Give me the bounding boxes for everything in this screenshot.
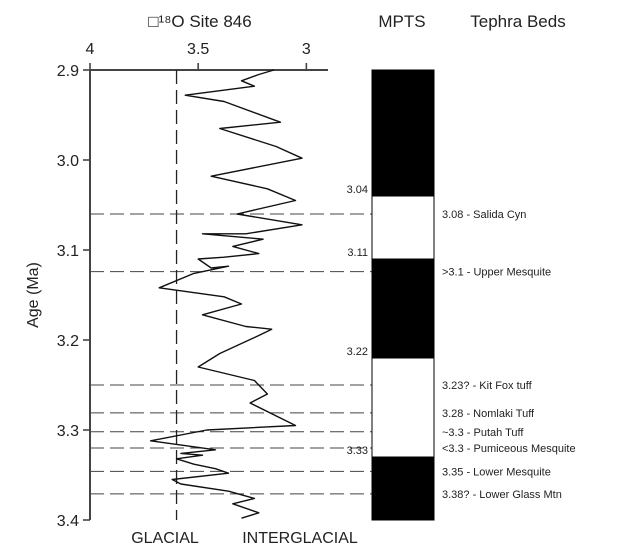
x-tick-label: 3.5 [187, 41, 209, 58]
mpts-boundary-label: 3.11 [347, 247, 368, 259]
mpts-polarity-block [371, 357, 435, 458]
tephra-labels: 3.08 - Salida Cyn >3.1 - Upper Mesquite 3.… [442, 209, 576, 501]
tephra-bed-label: 3.08 - Salida Cyn [442, 209, 526, 221]
axes: 4 3.5 3 2.9 3.0 3.1 3.2 3.3 3.4 [57, 41, 328, 530]
mpts-polarity-block [371, 69, 435, 197]
x-tick-label: 4 [86, 41, 95, 58]
y-tick-label: 2.9 [57, 63, 79, 80]
tephra-bed-label: 3.23? - Kit Fox tuff [442, 380, 533, 392]
mpts-polarity-block [371, 195, 435, 260]
mpts-polarity-block [371, 258, 435, 359]
x-tick-label: 3 [302, 41, 311, 58]
tephra-bed-label: 3.38? - Lower Glass Mtn [442, 489, 562, 501]
d18o-series [149, 69, 303, 519]
mpts-boundary-label: 3.04 [347, 184, 368, 196]
tephra-bed-label: <3.3 - Pumiceous Mesquite [442, 443, 576, 455]
y-tick-label: 3.1 [57, 243, 79, 260]
y-tick-label: 3.3 [57, 423, 79, 440]
y-axis-label: Age (Ma) [25, 262, 42, 328]
glacial-label: GLACIAL [131, 530, 199, 547]
tephra-bed-label: ~3.3 - Putah Tuff [442, 427, 524, 439]
mpts-boundary-label: 3.22 [347, 346, 368, 358]
y-tick-label: 3.2 [57, 333, 79, 350]
mpts-column: 3.04 3.11 3.22 3.33 [347, 69, 435, 521]
d18o-curve [149, 69, 303, 519]
interglacial-label: INTERGLACIAL [242, 530, 358, 547]
y-tick-label: 3.4 [57, 513, 79, 530]
mpts-boundary-label: 3.33 [347, 445, 368, 457]
mpts-title: MPTS [378, 12, 425, 31]
tephra-beds-title: Tephra Beds [470, 12, 565, 31]
mpts-polarity-block [371, 456, 435, 521]
tephra-bed-label: >3.1 - Upper Mesquite [442, 267, 551, 279]
d18o-title: □¹⁸O Site 846 [148, 12, 251, 31]
tephra-bed-label: 3.28 - Nomlaki Tuff [442, 408, 535, 420]
y-tick-label: 3.0 [57, 153, 79, 170]
tephra-bed-label: 3.35 - Lower Mesquite [442, 466, 551, 478]
